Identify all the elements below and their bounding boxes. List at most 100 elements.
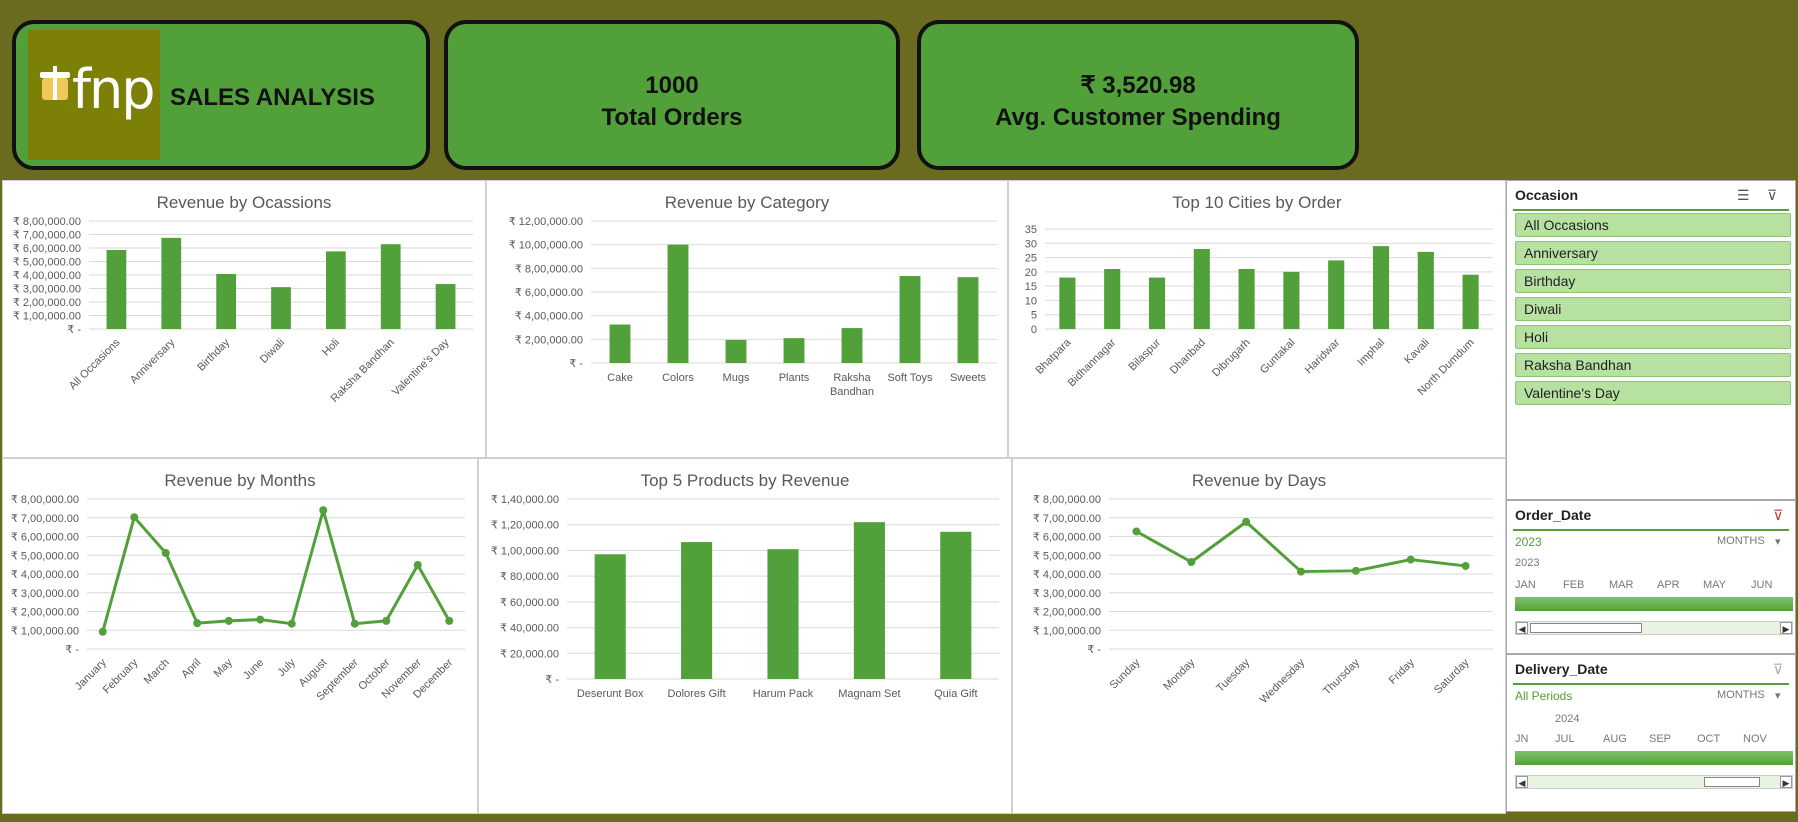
bar[interactable] xyxy=(1417,251,1434,329)
bar[interactable] xyxy=(957,277,979,363)
scroll-left-icon[interactable]: ◀ xyxy=(1516,622,1528,634)
order-date-title: Order_Date xyxy=(1515,507,1592,523)
bar[interactable] xyxy=(841,328,863,363)
data-point[interactable] xyxy=(319,506,328,515)
y-tick-label: ₹ 2,00,000.00 xyxy=(1033,607,1101,619)
slicer-item[interactable]: Birthday xyxy=(1515,269,1791,293)
bar[interactable] xyxy=(1148,277,1166,329)
scroll-thumb[interactable] xyxy=(1704,777,1760,787)
timeline-level[interactable]: MONTHS xyxy=(1717,535,1765,547)
data-point[interactable] xyxy=(224,616,233,625)
timeline-month: JN xyxy=(1515,733,1529,745)
data-point[interactable] xyxy=(1461,561,1470,570)
timeline-scrollbar[interactable]: ◀ ▶ xyxy=(1515,621,1793,635)
timeline-scrollbar[interactable]: ◀ ▶ xyxy=(1515,775,1793,789)
bar[interactable] xyxy=(1462,274,1479,329)
chart-revenue-by-days[interactable]: Revenue by Days ₹ - ₹ 1,00,000.00 ₹ 2,00,0… xyxy=(1012,458,1506,814)
clear-filter-icon[interactable]: ⊽ xyxy=(1773,507,1784,523)
chart-revenue-by-category[interactable]: Revenue by Category ₹ - ₹ 2,00,000.00 ₹ 4,… xyxy=(486,180,1008,458)
data-point[interactable] xyxy=(193,619,202,628)
clear-filter-icon[interactable]: ⊽ xyxy=(1773,661,1784,677)
data-point[interactable] xyxy=(1406,555,1415,564)
data-point[interactable] xyxy=(1297,567,1305,576)
y-tick-label: ₹ 1,20,000.00 xyxy=(491,520,559,532)
x-tick-label: May xyxy=(212,656,236,680)
gift-icon xyxy=(40,66,70,100)
data-point[interactable] xyxy=(350,619,359,628)
data-point[interactable] xyxy=(130,513,139,522)
bar[interactable] xyxy=(1193,249,1210,329)
bar[interactable] xyxy=(1104,269,1121,329)
bar[interactable] xyxy=(667,244,689,363)
slicer-item[interactable]: Anniversary xyxy=(1515,241,1791,265)
data-point[interactable] xyxy=(256,615,265,624)
data-point[interactable] xyxy=(413,561,422,569)
x-tick-label: Dhanbad xyxy=(1168,337,1208,377)
bar[interactable] xyxy=(1059,277,1076,329)
multi-select-icon[interactable]: ☰ xyxy=(1737,187,1750,203)
chart-top-cities[interactable]: Top 10 Cities by Order 0 5 10 15 20 25 30 35 Bha… xyxy=(1008,180,1506,458)
x-tick-label: Holi xyxy=(320,337,342,359)
page-title: SALES ANALYSIS xyxy=(170,84,375,111)
bar[interactable] xyxy=(271,287,291,329)
slicer-item[interactable]: Raksha Bandhan xyxy=(1515,353,1791,377)
slicer-item[interactable]: Valentine's Day xyxy=(1515,381,1791,405)
delivery-date-timeline[interactable]: Delivery_Date ⊽ All Periods MONTHS ▾ 202… xyxy=(1506,654,1796,812)
bar[interactable] xyxy=(594,554,626,679)
timeline-level[interactable]: MONTHS xyxy=(1717,689,1765,701)
products-chart-svg: ₹ - ₹ 20,000.00 ₹ 40,000.00 ₹ 60,000.00 ₹ 80… xyxy=(491,494,999,700)
timeline-bar[interactable] xyxy=(1515,751,1793,765)
data-point[interactable] xyxy=(382,616,391,625)
y-tick-label: 20 xyxy=(1025,267,1037,279)
scroll-thumb[interactable] xyxy=(1530,623,1642,633)
data-point[interactable] xyxy=(1242,517,1251,526)
bar[interactable] xyxy=(899,276,921,363)
bar[interactable] xyxy=(783,338,805,363)
chevron-down-icon[interactable]: ▾ xyxy=(1775,690,1781,702)
bar[interactable] xyxy=(161,237,182,329)
bar[interactable] xyxy=(380,244,401,329)
bar[interactable] xyxy=(725,339,747,363)
bar[interactable] xyxy=(609,324,631,363)
bar[interactable] xyxy=(325,251,346,329)
chart-revenue-by-months[interactable]: Revenue by Months ₹ - ₹ 1,00,000.00 ₹ 2,00… xyxy=(2,458,478,814)
bar[interactable] xyxy=(853,522,885,679)
scroll-left-icon[interactable]: ◀ xyxy=(1516,776,1528,788)
bar[interactable] xyxy=(940,531,972,679)
bar[interactable] xyxy=(1328,260,1345,329)
timeline-month: JUL xyxy=(1555,733,1575,745)
y-tick-label: ₹ 8,00,000.00 xyxy=(13,216,81,228)
data-point[interactable] xyxy=(1351,566,1360,575)
x-tick-label: Bhatpara xyxy=(1033,336,1074,377)
slicer-item[interactable]: Diwali xyxy=(1515,297,1791,321)
data-point[interactable] xyxy=(1132,527,1141,536)
bar[interactable] xyxy=(1372,246,1390,329)
bar[interactable] xyxy=(1238,269,1255,329)
data-point[interactable] xyxy=(1187,558,1196,566)
data-point[interactable] xyxy=(98,627,107,636)
data-point[interactable] xyxy=(287,619,296,628)
y-tick-label: ₹ 1,00,000.00 xyxy=(1033,625,1101,637)
timeline-bar[interactable] xyxy=(1515,597,1793,611)
bar[interactable] xyxy=(216,273,237,329)
scroll-right-icon[interactable]: ▶ xyxy=(1780,622,1792,634)
y-tick-label: ₹ 10,00,000.00 xyxy=(509,240,583,252)
occasion-slicer[interactable]: Occasion ☰ ⊽ All Occasions Anniversary B… xyxy=(1506,180,1796,500)
data-point[interactable] xyxy=(161,549,170,557)
bar[interactable] xyxy=(767,549,799,679)
clear-filter-icon[interactable]: ⊽ xyxy=(1767,187,1778,203)
chart-revenue-by-occasions[interactable]: Revenue by Ocassions ₹ - ₹ 1,00,000.00 ₹ 2… xyxy=(2,180,486,458)
bar[interactable] xyxy=(106,250,127,329)
bar[interactable] xyxy=(1283,271,1300,329)
slicer-item[interactable]: All Occasions xyxy=(1515,213,1791,237)
data-point[interactable] xyxy=(445,616,454,625)
order-date-timeline[interactable]: Order_Date ⊽ 2023 MONTHS ▾ 2023 JAN FEB … xyxy=(1506,500,1796,654)
x-tick-label: Cake xyxy=(607,372,633,384)
y-tick-label: 15 xyxy=(1025,281,1037,293)
chart-top-products[interactable]: Top 5 Products by Revenue ₹ - ₹ 20,000.00… xyxy=(478,458,1012,814)
bar[interactable] xyxy=(681,542,713,679)
bar[interactable] xyxy=(435,284,456,329)
scroll-right-icon[interactable]: ▶ xyxy=(1780,776,1792,788)
slicer-item[interactable]: Holi xyxy=(1515,325,1791,349)
chevron-down-icon[interactable]: ▾ xyxy=(1775,536,1781,548)
